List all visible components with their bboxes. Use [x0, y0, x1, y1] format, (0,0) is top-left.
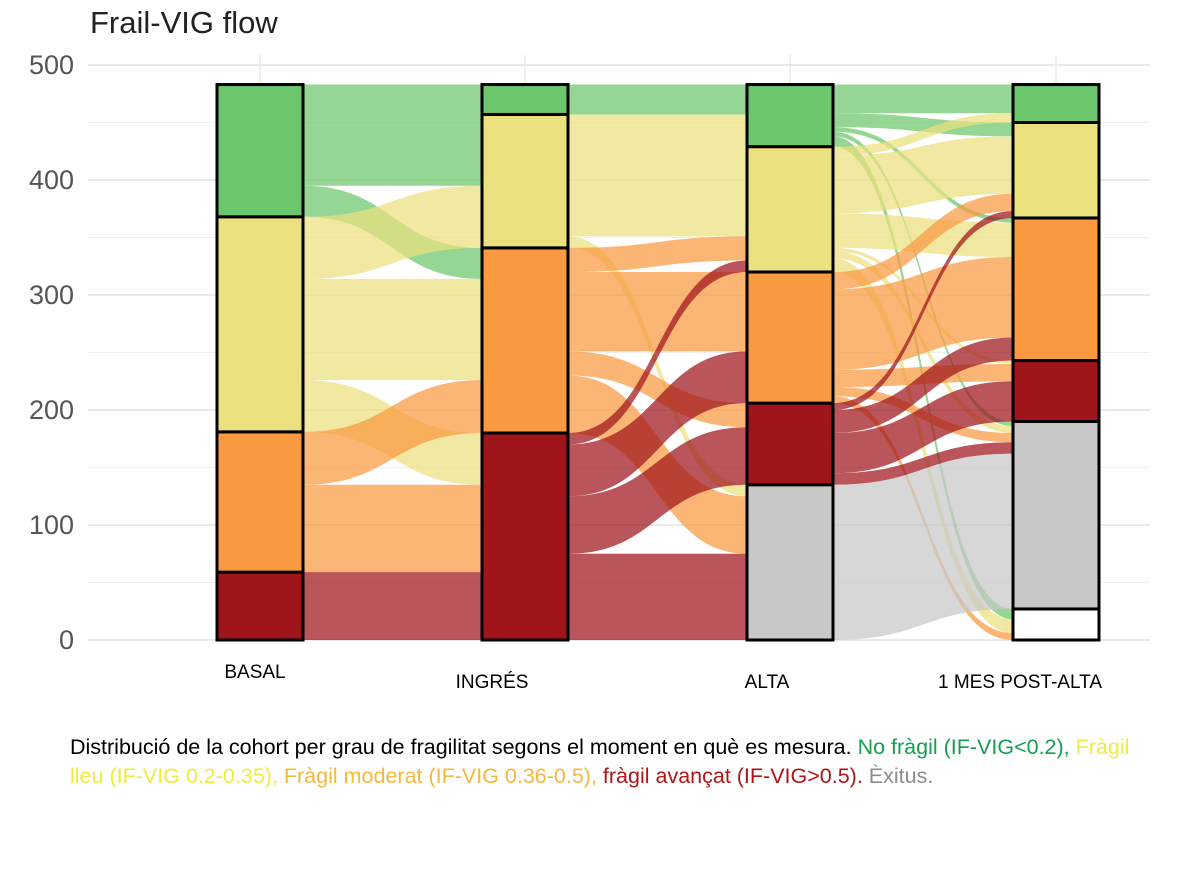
flow-fragil-avancat-to-fragil-avancat [568, 427, 747, 554]
x-axis-labels: BASAL INGRÉS ALTA 1 MES POST-ALTA [224, 662, 1102, 693]
flow-no-fragil-to-no-fragil [568, 84, 747, 115]
stratum-no-fragil [480, 83, 570, 116]
flow-fragil-lleu-to-fragil-lleu [833, 136, 1013, 214]
flow-exitus-to-exitus [833, 453, 1013, 640]
stratum-fragil-lleu [215, 215, 305, 434]
stratum-no-fragil [745, 83, 835, 149]
flow-fragil-lleu-to-fragil-lleu [568, 146, 747, 237]
flow-fragil-moderat-to-fragil-avancat [303, 484, 482, 573]
y-axis-ticks: 0 100 200 300 400 500 [29, 50, 74, 655]
flow-no-fragil-to-fragil-lleu [303, 114, 482, 186]
flow-fragil-lleu-to-no-fragil [833, 113, 1013, 156]
flows [303, 84, 1013, 640]
y-tick-label: 200 [29, 395, 74, 425]
flow-no-fragil-to-fragil-lleu [833, 113, 1013, 137]
stratum-fragil-moderat [480, 246, 570, 435]
flow-fragil-moderat-to-fragil-moderat [568, 272, 747, 352]
stratum-fragil-moderat [745, 270, 835, 405]
stratum-exitus [745, 483, 835, 642]
caption-intro: Distribució de la cohort per grau de fra… [70, 735, 852, 759]
flow-no-fragil-to-no-fragil [303, 84, 482, 115]
x-label: ALTA [745, 672, 790, 693]
x-label: INGRÉS [456, 672, 529, 693]
stratum-fragil-moderat [215, 430, 305, 574]
y-tick-label: 0 [59, 625, 74, 655]
flow-fragil-lleu-to-exitus [568, 236, 747, 497]
flow-fragil-avancat-to-exitus [833, 442, 1013, 485]
y-tick-label: 300 [29, 280, 74, 310]
stratum-no-fragil [1011, 83, 1101, 125]
flow-fragil-avancat-to-fragil-moderat [833, 337, 1013, 433]
chart-svg: Frail-VIG flow 0 100 200 300 400 500 BASAL ING… [29, 5, 1150, 693]
flow-fragil-avancat-to-fragil-avancat [303, 572, 482, 640]
flow-fragil-lleu-to-fragil-lleu [303, 185, 482, 279]
caption-exitus: Èxitus. [868, 764, 934, 788]
x-label: BASAL [224, 662, 285, 683]
y-tick-label: 500 [29, 50, 74, 80]
y-tick-label: 400 [29, 165, 74, 195]
stratum-fragil-lleu [480, 112, 570, 250]
stratum-fragil-avancat [215, 570, 305, 642]
flow-no-fragil-to-no-fragil [833, 84, 1013, 114]
flow-fragil-lleu-to-fragil-moderat [303, 278, 482, 381]
chart-title: Frail-VIG flow [90, 5, 278, 40]
flow-fragil-avancat-to-fragil-moderat [568, 351, 747, 497]
stratum-no-fragil [215, 83, 305, 219]
flow-fragil-avancat-to-fragil-avancat [833, 381, 1013, 474]
figure-caption: Distribució de la cohort per grau de fra… [70, 733, 1160, 791]
caption-fragil-lleu: Fràgil lleu (IF-VIG 0.2-0.35), [70, 735, 1130, 788]
stratum-blank [1011, 607, 1101, 642]
stratum-fragil-avancat [1011, 359, 1101, 423]
stratum-fragil-lleu [745, 145, 835, 274]
stratum-fragil-lleu [1011, 121, 1101, 220]
flow-fragil-moderat-to-fragil-lleu [568, 236, 747, 272]
flow-fragil-avancat-to-fragil-lleu [833, 211, 1013, 410]
stratum-fragil-avancat [480, 431, 570, 642]
strata [215, 83, 1101, 642]
flow-fragil-avancat-to-fragil-lleu [568, 260, 747, 445]
flow-fragil-moderat-to-fragil-moderat [303, 380, 482, 485]
caption-fragil-avancat: fràgil avançat (IF-VIG>0.5). [602, 764, 863, 788]
y-tick-label: 100 [29, 510, 74, 540]
flow-fragil-avancat-to-exitus [568, 553, 747, 640]
stratum-fragil-avancat [745, 401, 835, 487]
flow-fragil-moderat-to-fragil-lleu [833, 193, 1013, 290]
caption-fragil-moderat: Fràgil moderat (IF-VIG 0.36-0.5), [283, 764, 597, 788]
caption-no-fragil: No fràgil (IF-VIG<0.2), [857, 735, 1070, 759]
stratum-exitus [1011, 420, 1101, 611]
flow-fragil-lleu-to-no-fragil [568, 114, 747, 147]
alluvial-chart: Frail-VIG flow 0 100 200 300 400 500 BASAL ING… [29, 5, 1150, 693]
x-label: 1 MES POST-ALTA [938, 672, 1102, 693]
stratum-fragil-moderat [1011, 216, 1101, 363]
